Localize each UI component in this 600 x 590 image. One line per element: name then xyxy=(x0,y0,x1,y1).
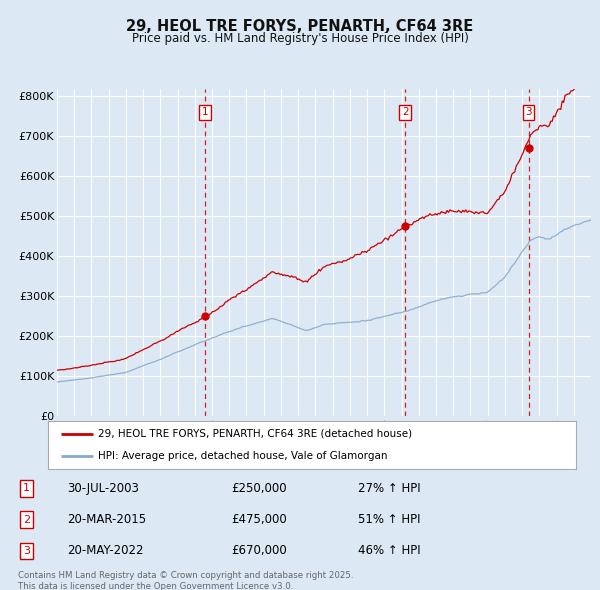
Text: 46% ↑ HPI: 46% ↑ HPI xyxy=(358,544,420,557)
Text: 51% ↑ HPI: 51% ↑ HPI xyxy=(358,513,420,526)
Text: 20-MAR-2015: 20-MAR-2015 xyxy=(67,513,146,526)
Text: £250,000: £250,000 xyxy=(231,482,287,495)
Text: 20-MAY-2022: 20-MAY-2022 xyxy=(67,544,143,557)
Text: 27% ↑ HPI: 27% ↑ HPI xyxy=(358,482,420,495)
Text: Contains HM Land Registry data © Crown copyright and database right 2025.
This d: Contains HM Land Registry data © Crown c… xyxy=(18,571,353,590)
Text: 1: 1 xyxy=(202,107,208,117)
Text: 29, HEOL TRE FORYS, PENARTH, CF64 3RE: 29, HEOL TRE FORYS, PENARTH, CF64 3RE xyxy=(127,19,473,34)
Text: Price paid vs. HM Land Registry's House Price Index (HPI): Price paid vs. HM Land Registry's House … xyxy=(131,32,469,45)
Text: £670,000: £670,000 xyxy=(231,544,287,557)
Text: 30-JUL-2003: 30-JUL-2003 xyxy=(67,482,139,495)
Text: HPI: Average price, detached house, Vale of Glamorgan: HPI: Average price, detached house, Vale… xyxy=(98,451,388,461)
Text: 2: 2 xyxy=(402,107,409,117)
Text: 3: 3 xyxy=(23,546,30,556)
Text: 2: 2 xyxy=(23,514,30,525)
Text: £475,000: £475,000 xyxy=(231,513,287,526)
Text: 3: 3 xyxy=(525,107,532,117)
Text: 29, HEOL TRE FORYS, PENARTH, CF64 3RE (detached house): 29, HEOL TRE FORYS, PENARTH, CF64 3RE (d… xyxy=(98,429,412,439)
Text: 1: 1 xyxy=(23,483,30,493)
